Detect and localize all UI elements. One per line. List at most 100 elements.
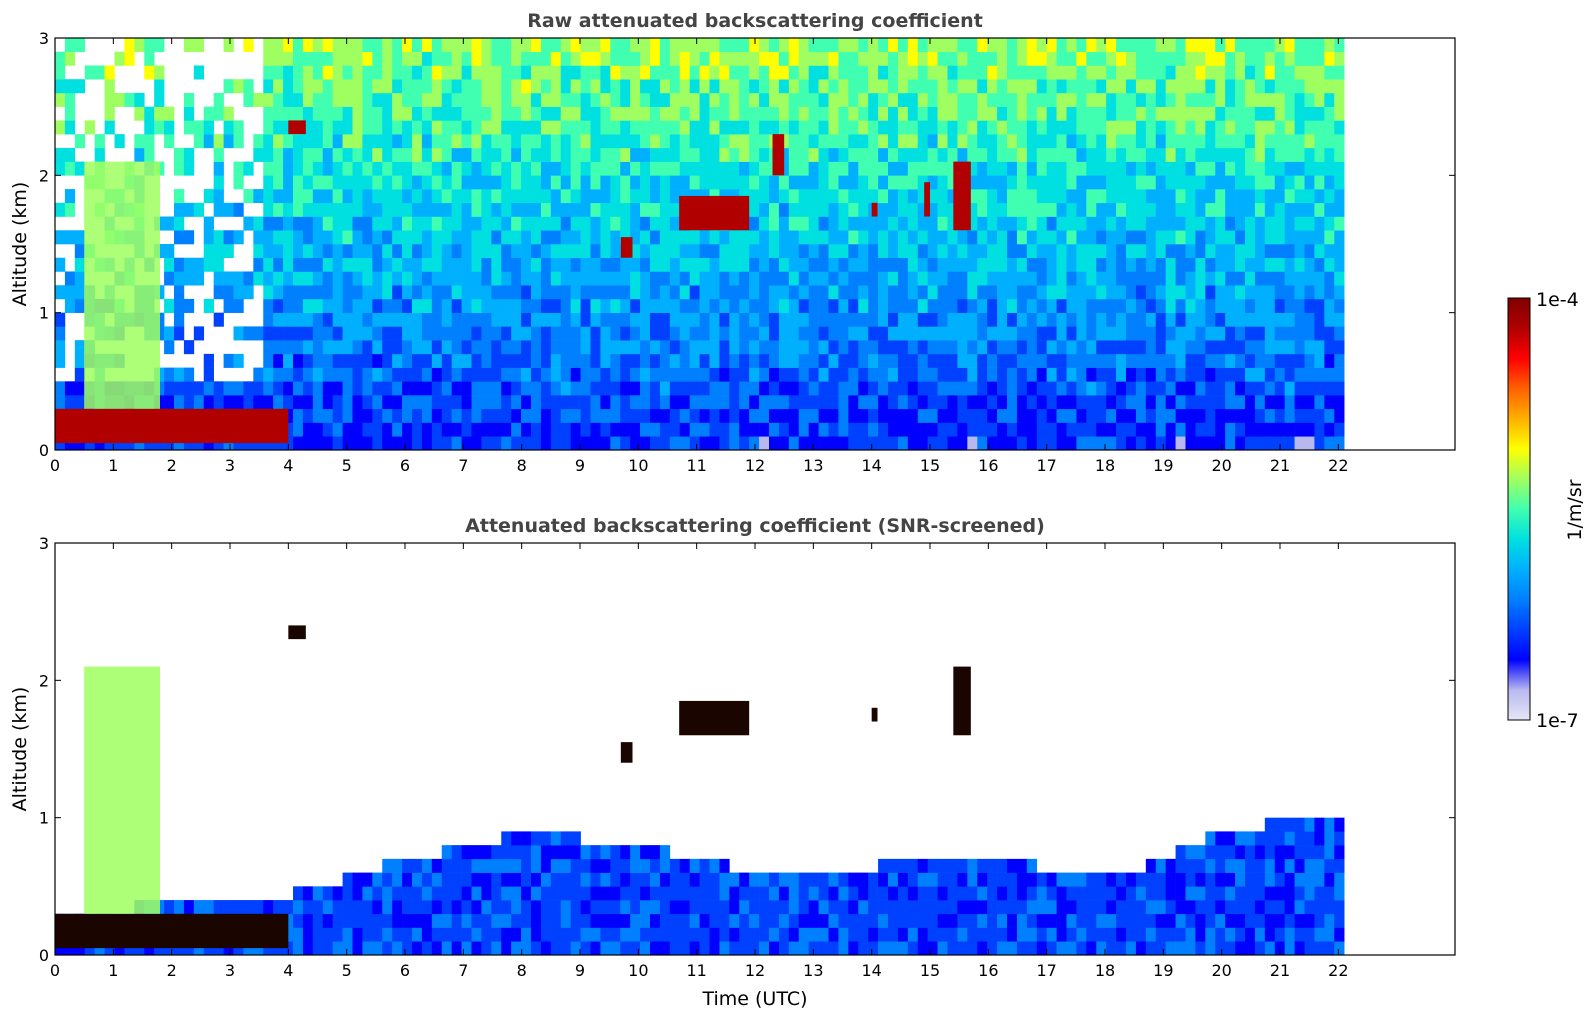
heatmap-cell: [213, 257, 224, 272]
heatmap-cell: [1274, 92, 1285, 107]
heatmap-cell: [164, 134, 175, 149]
heatmap-cell: [1195, 79, 1206, 94]
heatmap-cell: [947, 216, 958, 231]
heatmap-cell: [531, 120, 542, 135]
heatmap-cell: [1016, 312, 1028, 327]
x-tick-label: 15: [920, 961, 940, 980]
heatmap-cell: [1195, 120, 1206, 135]
heatmap-cell: [1026, 353, 1038, 368]
heatmap-cell: [570, 340, 581, 355]
heatmap-cell: [689, 353, 700, 368]
heatmap-cell: [1165, 51, 1176, 66]
heatmap-cell: [759, 408, 770, 423]
heatmap-cell: [1165, 65, 1176, 80]
heatmap-cell: [1145, 436, 1157, 451]
heatmap-cell: [382, 38, 393, 53]
heatmap-cell: [1215, 134, 1226, 149]
heatmap-cell: [709, 79, 720, 94]
heatmap-cell: [1304, 831, 1315, 846]
heatmap-cell: [1264, 202, 1276, 217]
heatmap-cell: [808, 941, 819, 956]
heatmap-cell: [1116, 395, 1127, 410]
heatmap-cell: [243, 161, 254, 176]
heatmap-cell: [650, 271, 661, 286]
heatmap-cell: [283, 202, 294, 217]
heatmap-cell: [1026, 298, 1038, 313]
heatmap-cell: [352, 65, 363, 80]
heatmap-cell: [322, 408, 333, 423]
heatmap-cell: [1046, 408, 1057, 423]
heatmap-cell: [1304, 271, 1315, 286]
heatmap-cell: [1294, 285, 1305, 300]
heatmap-cell: [650, 106, 661, 121]
heatmap-cell: [372, 230, 383, 245]
heatmap-cell: [640, 65, 651, 80]
heatmap-cell: [580, 436, 591, 451]
heatmap-cell: [888, 92, 899, 107]
heatmap-cell: [1235, 326, 1246, 341]
heatmap-cell: [967, 408, 978, 423]
heatmap-cell: [1076, 872, 1087, 887]
heatmap-cell: [74, 257, 86, 272]
heatmap-cell: [997, 244, 1008, 259]
heatmap-cell: [1026, 202, 1038, 217]
heatmap-cell: [1254, 92, 1266, 107]
heatmap-cell: [1274, 271, 1285, 286]
heatmap-cell: [1245, 244, 1256, 259]
heatmap-cell: [1215, 353, 1226, 368]
heatmap-cell: [372, 175, 383, 190]
heatmap-cell: [570, 257, 581, 272]
heatmap-cell: [1135, 106, 1147, 121]
heatmap-cell: [1086, 436, 1097, 451]
heatmap-cell: [531, 326, 542, 341]
heatmap-cell: [1205, 367, 1216, 382]
heatmap-cell: [322, 120, 333, 135]
heatmap-cell: [927, 941, 938, 956]
heatmap-cell: [897, 422, 909, 437]
heatmap-cell: [729, 285, 740, 300]
heatmap-cell: [461, 147, 472, 162]
heatmap-cell: [917, 51, 928, 66]
heatmap-cell: [1046, 51, 1057, 66]
heatmap-cell: [332, 298, 343, 313]
x-tick-label: 1: [108, 456, 118, 475]
heatmap-cell: [1274, 367, 1285, 382]
heatmap-cell: [997, 422, 1008, 437]
heatmap-cell: [1314, 106, 1325, 121]
heatmap-cell: [1225, 51, 1236, 66]
x-tick-label: 19: [1153, 456, 1173, 475]
heatmap-cell: [1007, 927, 1018, 942]
heatmap-cell: [1245, 106, 1256, 121]
heatmap-cell: [709, 134, 720, 149]
heatmap-cell: [223, 395, 234, 410]
heatmap-cell: [481, 422, 492, 437]
heatmap-cell: [1245, 395, 1256, 410]
heatmap-cell: [749, 872, 760, 887]
heatmap-cell: [461, 202, 472, 217]
heatmap-cell: [1175, 244, 1186, 259]
heatmap-cell: [610, 79, 621, 94]
heatmap-cell: [1235, 271, 1246, 286]
heatmap-cell: [1155, 271, 1166, 286]
heatmap-cell: [1195, 858, 1206, 873]
heatmap-cell: [1116, 408, 1127, 423]
heatmap-cell: [769, 436, 780, 451]
heatmap-cell: [1304, 941, 1315, 956]
heatmap-cell: [808, 244, 819, 259]
heatmap-cell: [1235, 38, 1246, 53]
heatmap-cell: [640, 161, 651, 176]
heatmap-cell: [749, 92, 760, 107]
heatmap-cell: [203, 230, 214, 245]
heatmap-cell: [650, 872, 661, 887]
heatmap-cell: [521, 381, 532, 396]
heatmap-cell: [1086, 257, 1097, 272]
heatmap-cell: [1126, 886, 1137, 901]
heatmap-cell: [164, 106, 175, 121]
heatmap-cell: [402, 92, 413, 107]
heatmap-cell: [461, 395, 472, 410]
heatmap-cell: [1334, 161, 1345, 176]
heatmap-cell: [1126, 298, 1137, 313]
heatmap-cell: [600, 65, 611, 80]
heatmap-cell: [570, 872, 581, 887]
heatmap-cell: [858, 79, 869, 94]
